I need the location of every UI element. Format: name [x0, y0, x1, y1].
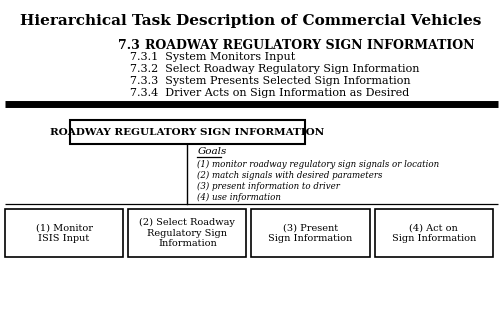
Text: 7.3.1  System Monitors Input: 7.3.1 System Monitors Input [130, 52, 295, 62]
FancyBboxPatch shape [5, 209, 123, 257]
FancyBboxPatch shape [70, 120, 305, 144]
Text: 7.3.2  Select Roadway Regulatory Sign Information: 7.3.2 Select Roadway Regulatory Sign Inf… [130, 64, 420, 74]
Text: (1) monitor roadway regulatory sign signals or location: (1) monitor roadway regulatory sign sign… [198, 160, 440, 169]
Text: (2) match signals with desired parameters: (2) match signals with desired parameter… [198, 171, 383, 180]
FancyBboxPatch shape [375, 209, 493, 257]
FancyBboxPatch shape [252, 209, 370, 257]
Text: 7.3: 7.3 [118, 39, 140, 52]
Text: (4) use information: (4) use information [198, 193, 281, 202]
Text: ROADWAY REGULATORY SIGN INFORMATION: ROADWAY REGULATORY SIGN INFORMATION [50, 128, 324, 137]
Text: (3) Present
Sign Information: (3) Present Sign Information [269, 223, 353, 243]
Text: Goals: Goals [198, 147, 227, 156]
Text: 7.3.3  System Presents Selected Sign Information: 7.3.3 System Presents Selected Sign Info… [130, 76, 410, 86]
Text: (3) present information to driver: (3) present information to driver [198, 182, 341, 191]
Text: (2) Select Roadway
Regulatory Sign
Information: (2) Select Roadway Regulatory Sign Infor… [139, 218, 235, 248]
Text: ROADWAY REGULATORY SIGN INFORMATION: ROADWAY REGULATORY SIGN INFORMATION [145, 39, 474, 52]
Text: Hierarchical Task Description of Commercial Vehicles: Hierarchical Task Description of Commerc… [20, 14, 482, 28]
FancyBboxPatch shape [128, 209, 246, 257]
Text: (1) Monitor
ISIS Input: (1) Monitor ISIS Input [36, 223, 93, 243]
Text: (4) Act on
Sign Information: (4) Act on Sign Information [392, 223, 476, 243]
Text: 7.3.4  Driver Acts on Sign Information as Desired: 7.3.4 Driver Acts on Sign Information as… [130, 88, 409, 98]
